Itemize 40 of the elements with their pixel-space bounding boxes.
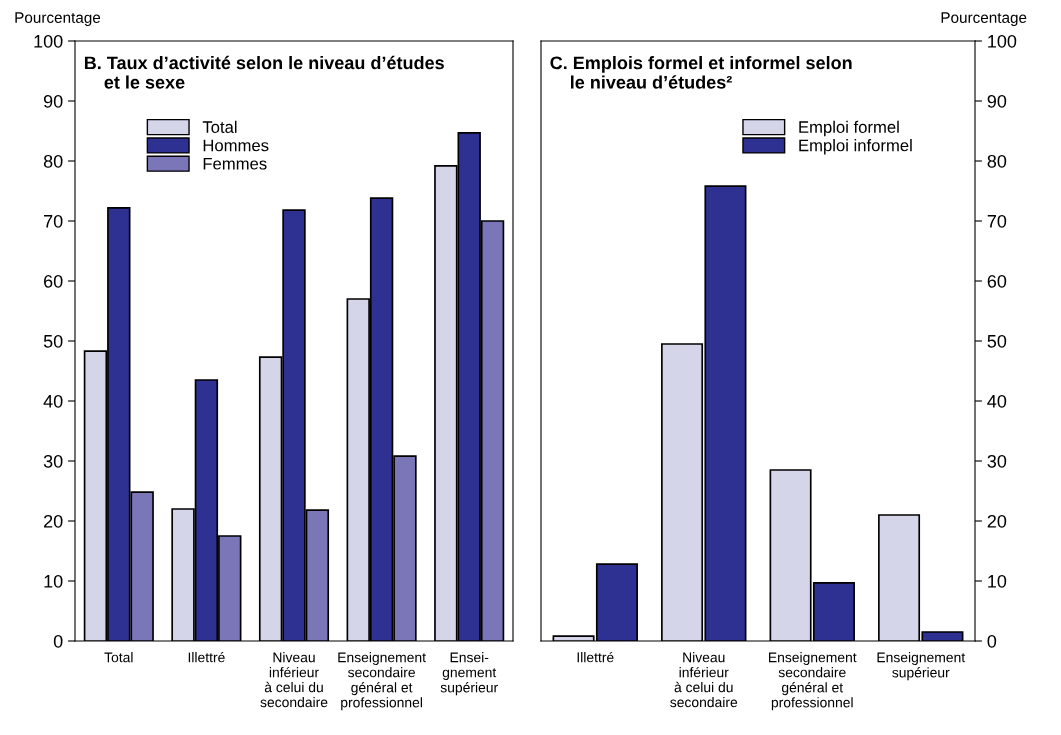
y-tick-label: 90 [43,94,63,108]
text: B. Taux d’activité selon le niveau d’études et le sexe [84,55,444,89]
y2-tick-label: 60 [987,274,1007,288]
x-tick-label: Enseignement secondaire général et professionnel [338,652,426,711]
y2-tick-label: 40 [987,394,1007,408]
y-tick-label: 80 [43,154,63,168]
x-tick-label: Niveau inférieur à celui du secondaire [670,652,738,708]
y-axis-title: Pourcentage [15,12,101,26]
y-tick-label: 70 [44,214,63,228]
x-tick-label: Niveau inférieur à celui du secondaire [260,652,328,708]
y2-tick-label: 0 [987,634,997,648]
y-tick-label: 100 [34,34,63,48]
y-tick-label: 0 [53,634,63,648]
x-tick-label: Enseignement supérieur [877,652,966,681]
legend-label: Total [202,120,237,133]
y2-tick-label: 70 [987,214,1007,228]
x-tick-label: Enseignement secondaire général et professionnel [769,652,857,711]
legend-label: Emploi formel [799,120,899,137]
y2-tick-label: 50 [987,334,1007,348]
x-tick-label: Illettré [188,651,225,663]
legend-label: Femmes [203,157,267,170]
y-tick-label: 60 [44,274,63,288]
legend-label: Hommes [203,139,269,152]
y-tick-label: 50 [43,334,63,348]
text: C. Emplois formel et informel selon le niveau d’études² [550,56,852,89]
y2-tick-label: 20 [987,514,1007,528]
x-tick-label: Ensei- gnement supérieur [440,652,498,696]
y-tick-label: 10 [44,574,63,588]
y2-axis-title: Pourcentage [941,12,1027,26]
y2-tick-label: 10 [988,574,1007,588]
y2-tick-label: 80 [987,154,1007,168]
y2-tick-label: 90 [987,94,1007,108]
y2-tick-label: 100 [988,34,1017,48]
x-tick-label: Illettré [577,651,614,663]
y-tick-label: 20 [44,514,63,528]
legend-label: Emploi informel [799,139,912,155]
y-tick-label: 40 [43,394,63,408]
x-tick-label: Total [104,652,133,663]
y2-tick-label: 30 [987,454,1007,468]
y-tick-label: 30 [43,454,63,468]
